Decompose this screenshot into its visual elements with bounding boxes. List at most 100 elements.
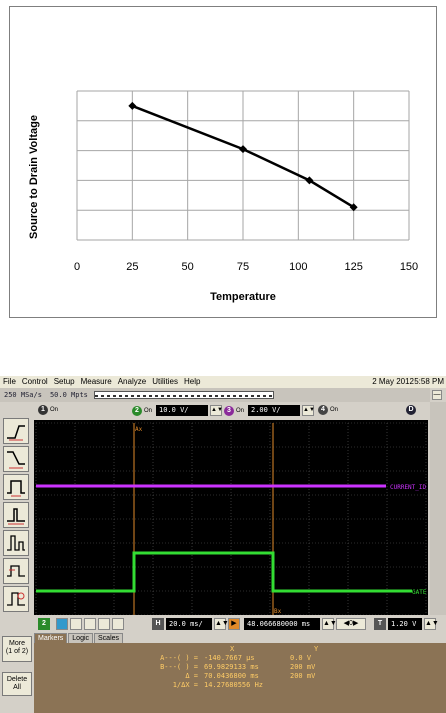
tool-palette: More (1 of 2) Delete All bbox=[0, 402, 34, 713]
marker-a-flag: Ax bbox=[135, 426, 143, 433]
markers-x-header: X bbox=[230, 645, 235, 653]
markers-panel: X Y A---( ) = -140.7667 µs 0.0 V B---( )… bbox=[34, 643, 446, 713]
chart-data-point bbox=[305, 176, 314, 185]
chart-svg: 0 25 50 75 100 125 150 Source to Drain Voltage… bbox=[28, 90, 418, 303]
pulse-width-trigger-button[interactable] bbox=[3, 474, 29, 500]
run-stop-button[interactable] bbox=[56, 618, 68, 630]
more-button[interactable]: More (1 of 2) bbox=[2, 636, 32, 662]
chart-series-line bbox=[131, 104, 355, 209]
navigate-right-icon: ▶ bbox=[352, 620, 359, 627]
channel-select-badge[interactable]: 2 bbox=[38, 618, 50, 630]
tab-markers[interactable]: Markers bbox=[34, 633, 68, 643]
memory-timeline-bar[interactable] bbox=[93, 391, 274, 399]
temperature-voltage-chart: 0 25 50 75 100 125 150 Source to Drain Voltage… bbox=[9, 6, 437, 318]
falling-edge-trigger-button[interactable] bbox=[3, 446, 29, 472]
auto-scale-button[interactable] bbox=[84, 618, 96, 630]
horizontal-position-field[interactable]: 48.066680000 ms bbox=[244, 618, 320, 630]
channel-1-badge: 1 bbox=[38, 405, 48, 415]
chart-y-axis-title: Source to Drain Voltage bbox=[28, 115, 40, 239]
waveform-graticule bbox=[35, 422, 427, 615]
channel-3-badge: 3 bbox=[224, 405, 234, 416]
chart-points bbox=[128, 101, 358, 212]
marker-row-x: -140.7667 µs bbox=[204, 654, 255, 662]
marker-row-delta: Δ = 70.0436800 ms 200 mV bbox=[34, 672, 446, 681]
digital-channel-badge: D bbox=[406, 405, 416, 415]
timebase-field[interactable]: 20.0 ms/ bbox=[166, 618, 212, 630]
chart-x-tick-label: 150 bbox=[400, 261, 418, 273]
acquisition-bar: 250 MSa/s 50.0 Mpts bbox=[0, 388, 430, 402]
digital-channel-control[interactable]: D bbox=[406, 405, 416, 415]
chart-data-point bbox=[349, 203, 358, 212]
clear-display-button[interactable] bbox=[112, 618, 124, 630]
memory-depth: 50.0 Mpts bbox=[49, 391, 88, 399]
delete-all-button[interactable]: Delete All bbox=[2, 672, 32, 696]
more-button-label: More bbox=[9, 640, 25, 647]
marker-row-y: 200 mV bbox=[290, 672, 316, 680]
channel-4-state: On bbox=[330, 407, 339, 413]
marker-row-label: Δ = bbox=[185, 672, 198, 680]
pulse-icon bbox=[7, 480, 25, 497]
waveform-display[interactable]: Ax Bx CURRENT_ID GATE bbox=[34, 420, 428, 615]
marker-row-label: 1/ΔX = bbox=[172, 681, 198, 689]
gate-trace-label: GATE bbox=[412, 589, 427, 596]
falling-edge-icon bbox=[7, 451, 25, 469]
channel-4-control[interactable]: 4 On bbox=[318, 405, 340, 415]
oscilloscope-window: File Control Setup Measure Analyze Utili… bbox=[0, 376, 446, 713]
delete-all-label: All bbox=[13, 684, 21, 691]
navigate-left-icon: ◀ bbox=[343, 620, 350, 627]
trigger-badge: T bbox=[374, 618, 386, 630]
channel-1-state: On bbox=[50, 407, 59, 413]
marker-row-y: 200 mV bbox=[290, 663, 316, 671]
chart-grid bbox=[76, 90, 410, 241]
position-arrows[interactable]: ▲▼ bbox=[322, 618, 337, 630]
marker-row-x: 14.27680556 Hz bbox=[204, 681, 264, 689]
marker-row-frequency: 1/ΔX = 14.27680556 Hz bbox=[34, 681, 446, 690]
channel-2-badge: 2 bbox=[132, 405, 142, 416]
setup-hold-trigger-button[interactable] bbox=[3, 558, 29, 584]
trigger-level-field[interactable]: 1.20 V bbox=[388, 618, 422, 630]
channel-2-control[interactable]: 2 On 10.0 V/ ▲▼ bbox=[132, 405, 223, 416]
chart-x-tick-label: 100 bbox=[289, 261, 307, 273]
glitch-trigger-button[interactable] bbox=[3, 502, 29, 528]
channel-3-scale[interactable]: 2.00 V/ bbox=[248, 405, 300, 416]
single-button[interactable] bbox=[70, 618, 82, 630]
channel-1-control[interactable]: 1 On bbox=[38, 405, 60, 415]
navigate-controls[interactable]: ◀0▶ bbox=[336, 618, 366, 630]
menu-utilities[interactable]: Utilities bbox=[152, 377, 178, 386]
menu-help[interactable]: Help bbox=[183, 377, 201, 386]
runt-trigger-button[interactable] bbox=[3, 530, 29, 556]
gate-trace bbox=[36, 551, 412, 593]
time-display: 5:58 PM bbox=[414, 377, 444, 386]
trigger-reference-button[interactable]: ▶ bbox=[228, 618, 240, 630]
menu-measure[interactable]: Measure bbox=[80, 377, 112, 386]
horizontal-controls: 2 H 20.0 ms/ ▲▼ ▶ 48.066680000 ms ▲▼ ◀0▶… bbox=[34, 615, 446, 633]
channel-3-state: On bbox=[236, 407, 245, 414]
minimize-button[interactable]: — bbox=[432, 390, 442, 400]
menu-control[interactable]: Control bbox=[21, 377, 48, 386]
vertical-scrollbar[interactable] bbox=[430, 402, 446, 615]
channel-2-scale-arrows[interactable]: ▲▼ bbox=[210, 405, 223, 416]
runt-icon bbox=[7, 535, 25, 551]
channel-3-control[interactable]: 3 On 2.00 V/ ▲▼ bbox=[224, 405, 315, 416]
tab-scales[interactable]: Scales bbox=[94, 633, 124, 643]
channel-3-scale-arrows[interactable]: ▲▼ bbox=[302, 405, 315, 416]
default-setup-button[interactable] bbox=[98, 618, 110, 630]
glitch-icon bbox=[7, 508, 25, 525]
rising-edge-trigger-button[interactable] bbox=[3, 418, 29, 444]
tab-logic[interactable]: Logic bbox=[68, 633, 94, 643]
menu-analyze[interactable]: Analyze bbox=[117, 377, 147, 386]
timebase-arrows[interactable]: ▲▼ bbox=[214, 618, 229, 630]
marker-b-flag: Bx bbox=[274, 608, 282, 615]
chart-x-tick-label: 50 bbox=[182, 261, 194, 273]
current-trace-label: CURRENT_ID bbox=[390, 484, 427, 491]
menu-file[interactable]: File bbox=[3, 377, 16, 386]
trigger-level-arrows[interactable]: ▲▼ bbox=[424, 618, 439, 630]
channel-4-badge: 4 bbox=[318, 405, 328, 415]
marker-row-label: B---( ) = bbox=[160, 663, 198, 671]
waveform-svg: Ax Bx CURRENT_ID GATE bbox=[35, 422, 427, 615]
chart-x-tick-label: 75 bbox=[237, 261, 249, 273]
marker-row-b: B---( ) = 69.9829133 ms 200 mV bbox=[34, 663, 446, 672]
menu-setup[interactable]: Setup bbox=[53, 377, 75, 386]
channel-2-scale[interactable]: 10.0 V/ bbox=[156, 405, 208, 416]
timeout-trigger-button[interactable] bbox=[3, 586, 29, 612]
